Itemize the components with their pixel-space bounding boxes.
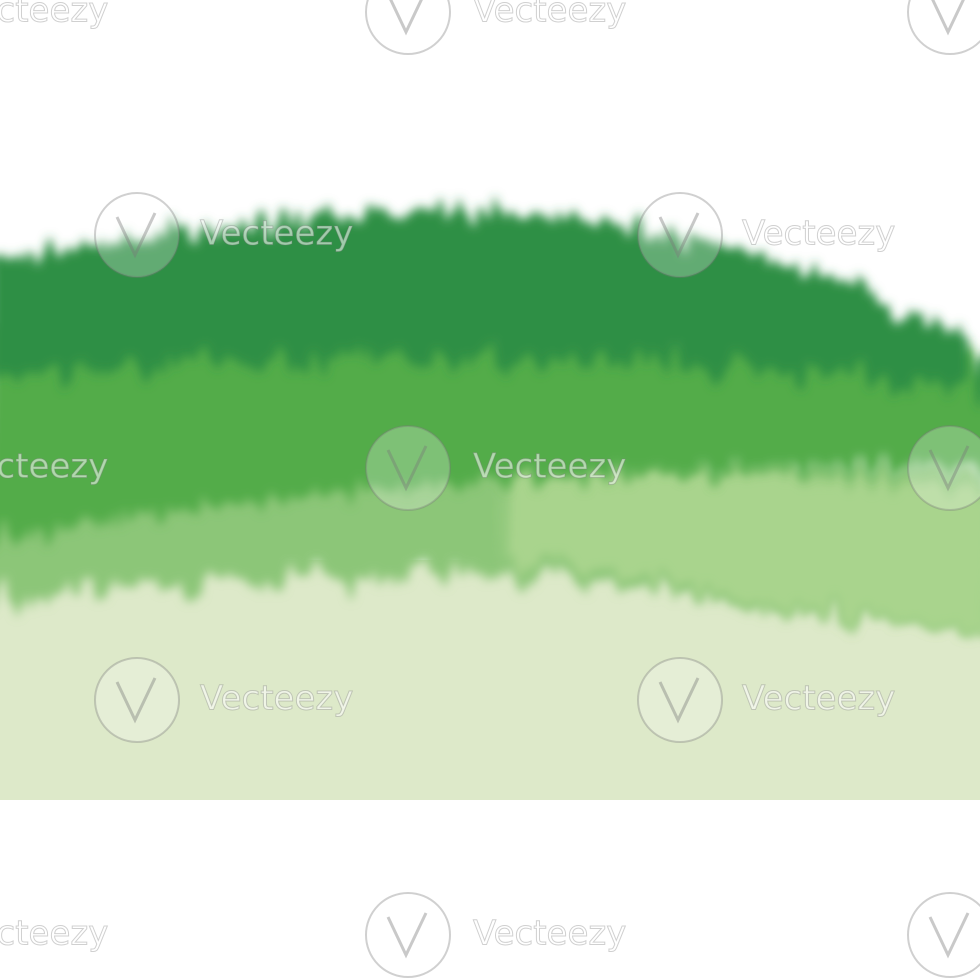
watermark-text: Vecteezy	[0, 0, 108, 31]
watermark-logo	[637, 192, 723, 278]
watermark-text: Vecteezy	[473, 0, 626, 31]
grass-field	[0, 211, 980, 800]
logo-v	[386, 912, 428, 959]
logo-v	[931, 0, 965, 36]
watermark-text: Vecteezy	[0, 447, 108, 487]
logo-v	[389, 0, 423, 36]
watermark-text: Vecteezy	[0, 914, 108, 954]
logo-circle	[637, 657, 723, 743]
watermark-logo	[365, 425, 451, 511]
watermark-text: Vecteezy	[200, 679, 353, 719]
watermark-logo	[365, 892, 451, 978]
logo-circle	[637, 192, 723, 278]
watermark-text: Vecteezy	[473, 447, 626, 487]
logo-v	[386, 445, 428, 492]
watermark-text: Vecteezy	[200, 214, 353, 254]
dark-grass	[0, 211, 980, 390]
light-grass-right	[500, 470, 980, 638]
watermark-logo	[907, 425, 980, 511]
watermark-logo	[365, 0, 451, 55]
logo-circle	[94, 657, 180, 743]
watermark-logo	[907, 0, 980, 55]
logo-circle	[365, 425, 451, 511]
logo-circle	[94, 192, 180, 278]
logo-v	[115, 212, 157, 259]
logo-v	[658, 677, 700, 724]
logo-v	[115, 677, 157, 724]
logo-v	[928, 445, 970, 492]
watermark-logo	[907, 892, 980, 978]
logo-circle	[907, 425, 980, 511]
mid-grass	[0, 324, 980, 537]
watermark-text: Vecteezy	[742, 679, 895, 719]
logo-circle	[365, 0, 451, 55]
logo-circle	[365, 892, 451, 978]
watermark-text: Vecteezy	[473, 914, 626, 954]
watermark-logo	[94, 657, 180, 743]
watermark-text: Vecteezy	[742, 214, 895, 254]
watermark-logo	[94, 192, 180, 278]
logo-v	[928, 912, 970, 959]
logo-circle	[907, 0, 980, 55]
logo-circle	[907, 892, 980, 978]
logo-v	[658, 212, 700, 259]
watermark-logo	[637, 657, 723, 743]
